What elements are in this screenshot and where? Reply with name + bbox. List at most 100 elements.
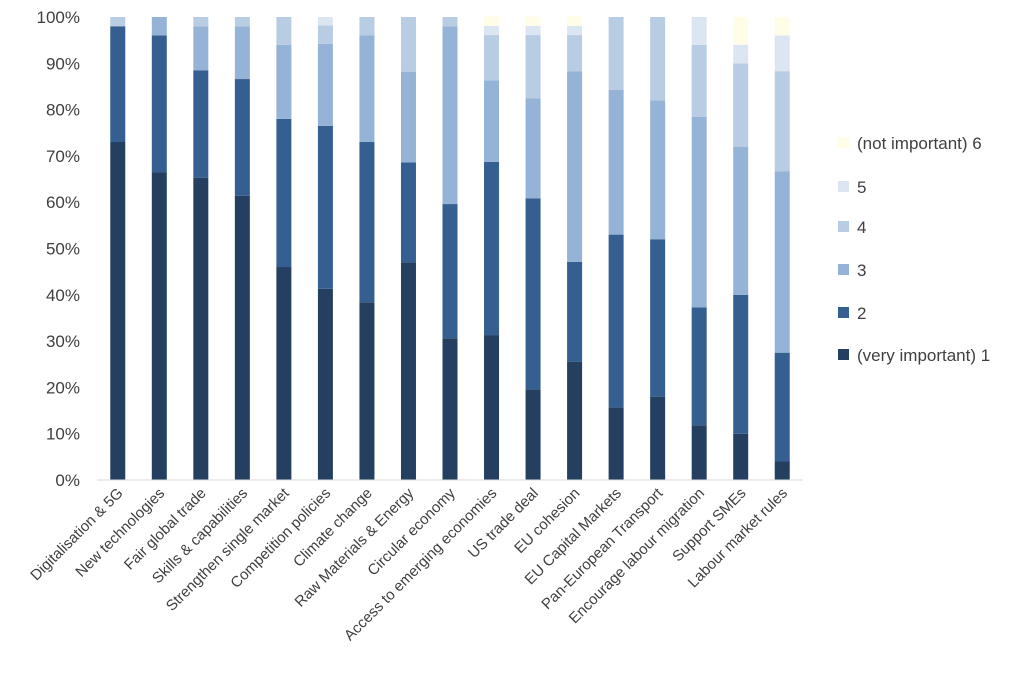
bar-segment-series-1: [608, 407, 624, 480]
bar-segment-series-1: [317, 288, 333, 480]
bar-segment-series-3: [234, 26, 250, 80]
bar-segment-series-1: [691, 425, 707, 480]
bar-segment-series-5: [567, 25, 583, 36]
bar-segment-series-1: [151, 172, 167, 481]
bar-segment-series-5: [317, 17, 333, 26]
bar-segment-series-2: [234, 79, 250, 196]
bar-segment-series-5: [733, 44, 749, 64]
y-tick-label: 50%: [46, 240, 80, 259]
bar-segment-series-3: [276, 44, 292, 119]
legend-swatch: [838, 264, 849, 275]
bar-stacks: [110, 16, 790, 481]
legend-label: 3: [857, 261, 866, 280]
legend-swatch: [838, 181, 849, 192]
bar-segment-series-6: [525, 16, 541, 26]
bar-segment-series-3: [193, 26, 209, 71]
bar-segment-series-3: [317, 43, 333, 126]
legend-label: 4: [857, 218, 866, 237]
bar-segment-series-3: [151, 17, 167, 36]
bar-segment-series-5: [484, 25, 500, 36]
bar-segment-series-3: [691, 117, 707, 308]
bar-segment-series-6: [733, 17, 749, 45]
bar-segment-series-3: [650, 100, 666, 240]
y-tick-label: 60%: [46, 193, 80, 212]
bar-segment-series-4: [525, 35, 541, 99]
legend-swatch: [838, 221, 849, 232]
y-tick-label: 10%: [46, 425, 80, 444]
bar-segment-series-1: [484, 335, 500, 480]
bar-segment-series-4: [276, 17, 292, 45]
y-tick-label: 80%: [46, 101, 80, 120]
bar-segment-series-4: [608, 17, 624, 90]
bar-segment-series-4: [234, 17, 250, 27]
bar-segment-series-2: [484, 161, 500, 336]
bar-segment-series-4: [442, 17, 458, 27]
legend-label: (very important) 1: [857, 346, 990, 365]
bar-segment-series-3: [442, 26, 458, 205]
legend-swatch: [838, 349, 849, 360]
bar-segment-series-2: [567, 261, 583, 362]
y-axis-tick-labels: 0% 10% 20% 30% 40% 50% 60% 70% 80% 90% 100%: [37, 8, 80, 490]
y-tick-label: 70%: [46, 147, 80, 166]
bar-segment-series-4: [193, 17, 209, 27]
bar-segment-series-1: [400, 262, 416, 480]
bar-segment-series-2: [193, 70, 209, 178]
bar-segment-series-1: [442, 338, 458, 480]
bar-segment-series-2: [110, 26, 126, 143]
bar-segment-series-2: [608, 234, 624, 408]
bar-segment-series-3: [608, 89, 624, 235]
bar-segment-series-4: [110, 17, 126, 27]
bar-segment-series-2: [733, 294, 749, 434]
legend-label: 5: [857, 178, 866, 197]
bar-segment-series-2: [400, 162, 416, 263]
bar-segment-series-4: [774, 71, 790, 172]
bar-segment-series-3: [359, 35, 375, 143]
bar-segment-series-1: [234, 195, 250, 480]
y-tick-label: 30%: [46, 332, 80, 351]
legend-swatch: [838, 137, 849, 148]
bar-segment-series-4: [317, 25, 333, 44]
bar-segment-series-5: [774, 35, 790, 72]
bar-segment-series-5: [691, 17, 707, 45]
x-category-label: Access to emerging economies: [341, 485, 500, 644]
bar-segment-series-2: [359, 142, 375, 303]
bar-segment-series-3: [733, 146, 749, 295]
bar-segment-series-2: [276, 118, 292, 268]
bar-segment-series-2: [151, 35, 167, 173]
bar-segment-series-4: [650, 17, 666, 101]
y-tick-label: 40%: [46, 286, 80, 305]
y-tick-label: 20%: [46, 378, 80, 397]
bar-segment-series-3: [525, 98, 541, 199]
bar-segment-series-2: [691, 307, 707, 426]
bar-segment-series-1: [774, 461, 790, 480]
y-tick-label: 0%: [55, 471, 80, 490]
bar-segment-series-2: [525, 198, 541, 390]
bar-segment-series-1: [567, 361, 583, 480]
bar-segment-series-4: [400, 17, 416, 72]
bar-segment-series-1: [193, 177, 209, 480]
bar-segment-series-4: [567, 35, 583, 72]
bar-segment-series-5: [525, 25, 541, 36]
legend: (not important) 6 5 4 3 2 (very important) 1: [838, 134, 990, 365]
bar-segment-series-1: [276, 267, 292, 480]
bar-segment-series-6: [774, 17, 790, 36]
bar-segment-series-3: [567, 71, 583, 262]
bar-segment-series-1: [110, 142, 126, 480]
bar-segment-series-4: [359, 17, 375, 36]
bar-segment-series-1: [733, 433, 749, 480]
bar-segment-series-3: [484, 80, 500, 162]
bar-segment-series-2: [650, 239, 666, 397]
legend-label: (not important) 6: [857, 134, 982, 153]
bar-segment-series-1: [359, 302, 375, 480]
legend-swatch: [838, 307, 849, 318]
bar-segment-series-1: [650, 396, 666, 480]
bar-segment-series-4: [484, 35, 500, 81]
bar-segment-series-6: [567, 16, 583, 26]
bar-segment-series-4: [691, 44, 707, 118]
bar-segment-series-2: [442, 204, 458, 339]
bar-segment-series-2: [317, 125, 333, 289]
y-tick-label: 90%: [46, 54, 80, 73]
bar-segment-series-2: [774, 352, 790, 462]
bar-segment-series-3: [400, 71, 416, 163]
